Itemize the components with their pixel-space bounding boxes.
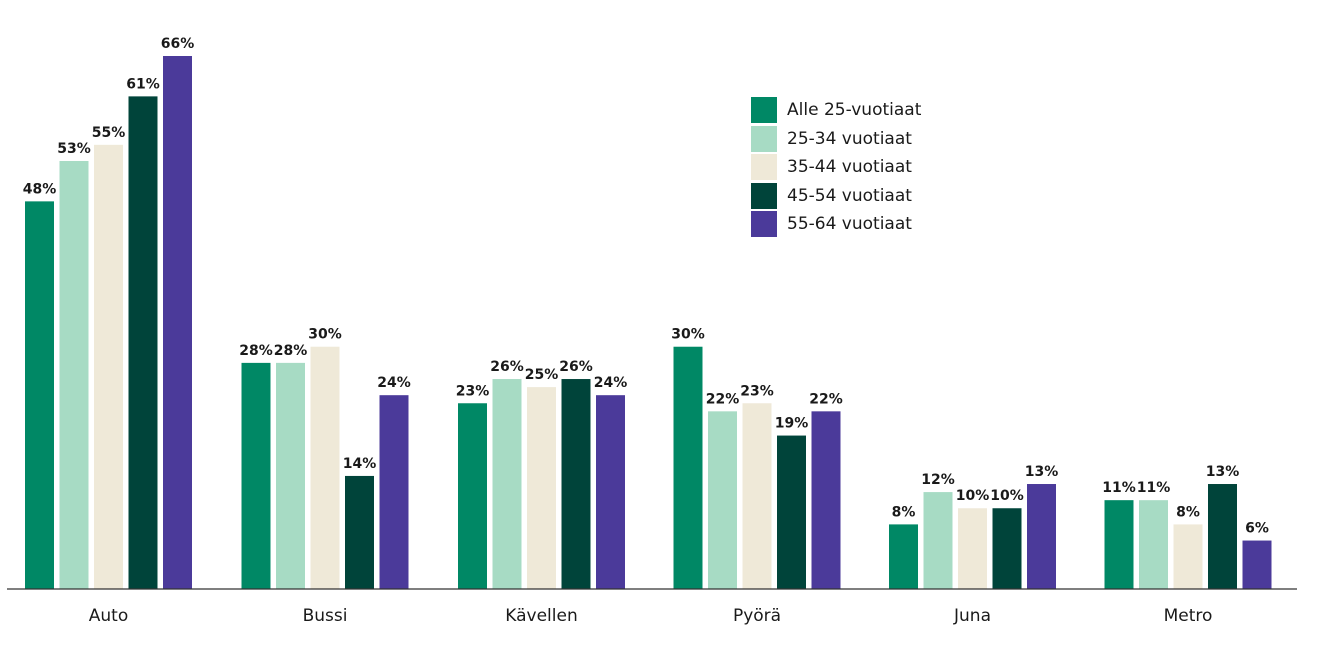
bar-value-label: 25% bbox=[525, 367, 559, 383]
bar-value-label: 66% bbox=[161, 36, 195, 52]
bar bbox=[811, 411, 841, 589]
legend-swatch bbox=[751, 154, 777, 181]
legend-label: 35-44 vuotiaat bbox=[787, 157, 912, 178]
bar-value-label: 28% bbox=[239, 343, 273, 359]
bar-value-label: 28% bbox=[274, 343, 308, 359]
legend-item: 45-54 vuotiaat bbox=[751, 182, 921, 211]
bar-value-label: 11% bbox=[1102, 480, 1136, 496]
bar bbox=[379, 395, 409, 589]
bar bbox=[527, 387, 556, 589]
bar bbox=[241, 362, 271, 589]
bar bbox=[128, 96, 158, 589]
bar bbox=[310, 346, 340, 589]
bar bbox=[276, 362, 305, 589]
bar-value-label: 53% bbox=[57, 141, 91, 157]
category-label: Juna bbox=[953, 606, 991, 626]
bar-value-label: 23% bbox=[740, 383, 774, 399]
bar-value-label: 8% bbox=[892, 504, 916, 520]
legend-item: Alle 25-vuotiaat bbox=[751, 96, 921, 125]
bars-layer bbox=[25, 56, 1272, 590]
legend-swatch bbox=[751, 125, 777, 152]
bar bbox=[889, 524, 918, 589]
bar-value-label: 22% bbox=[706, 391, 740, 407]
bar-value-label: 26% bbox=[490, 359, 524, 375]
bar-value-label: 24% bbox=[594, 375, 628, 391]
bar-value-label: 61% bbox=[126, 76, 160, 92]
bar bbox=[673, 346, 703, 589]
bar-value-label: 11% bbox=[1137, 480, 1171, 496]
legend-label: 45-54 vuotiaat bbox=[787, 185, 912, 206]
bar bbox=[1027, 484, 1056, 589]
bar-value-label: 19% bbox=[775, 416, 809, 432]
bar-value-label: 10% bbox=[956, 488, 990, 504]
bar bbox=[777, 435, 806, 589]
bar-value-label: 10% bbox=[990, 488, 1024, 504]
bar bbox=[25, 201, 54, 589]
bar bbox=[1173, 524, 1203, 589]
category-label: Bussi bbox=[303, 606, 348, 626]
bar bbox=[163, 56, 192, 589]
bar-value-label: 55% bbox=[92, 125, 126, 141]
bar-value-label: 22% bbox=[809, 391, 843, 407]
legend-item: 55-64 vuotiaat bbox=[751, 210, 921, 239]
bar bbox=[492, 379, 522, 589]
bar bbox=[94, 144, 123, 590]
bar-value-label: 6% bbox=[1245, 521, 1269, 537]
bar bbox=[561, 379, 591, 589]
bar bbox=[958, 508, 987, 589]
bar-value-label: 30% bbox=[308, 327, 342, 343]
legend-swatch bbox=[751, 211, 777, 238]
bar bbox=[1242, 540, 1272, 589]
bar bbox=[742, 403, 772, 589]
legend-item: 25-34 vuotiaat bbox=[751, 125, 921, 154]
bar-value-label: 13% bbox=[1206, 464, 1240, 480]
bar-value-label: 48% bbox=[23, 181, 57, 197]
bar bbox=[923, 492, 953, 589]
bar-value-label: 26% bbox=[559, 359, 593, 375]
bar-value-label: 12% bbox=[921, 472, 955, 488]
legend-swatch bbox=[751, 97, 777, 124]
bar-value-label: 14% bbox=[343, 456, 377, 472]
bar-value-label: 30% bbox=[671, 327, 705, 343]
legend-label: 25-34 vuotiaat bbox=[787, 128, 912, 149]
bar-value-label: 24% bbox=[377, 375, 411, 391]
legend-item: 35-44 vuotiaat bbox=[751, 153, 921, 182]
bar bbox=[708, 411, 737, 589]
category-label: Metro bbox=[1164, 606, 1213, 626]
category-label: Auto bbox=[89, 606, 128, 626]
legend-label: Alle 25-vuotiaat bbox=[787, 100, 922, 121]
bar-value-label: 13% bbox=[1025, 464, 1059, 480]
bar bbox=[1139, 500, 1168, 589]
bar bbox=[1208, 484, 1237, 589]
bar bbox=[1104, 500, 1134, 589]
bar bbox=[59, 160, 89, 589]
bar bbox=[992, 508, 1022, 589]
bar-value-label: 8% bbox=[1176, 504, 1200, 520]
legend: Alle 25-vuotiaat 25-34 vuotiaat 35-44 vu… bbox=[751, 96, 921, 239]
bar-value-label: 23% bbox=[456, 383, 490, 399]
legend-label: 55-64 vuotiaat bbox=[787, 214, 912, 235]
category-label: Kävellen bbox=[505, 606, 577, 626]
bar bbox=[458, 403, 487, 589]
bar bbox=[345, 475, 374, 589]
bar bbox=[596, 395, 625, 589]
category-label: Pyörä bbox=[733, 606, 781, 626]
value-labels-layer: 48%53%55%61%66%28% 28%30%14%24%23%26%25%2… bbox=[23, 36, 1269, 537]
legend-swatch bbox=[751, 182, 777, 209]
category-labels-layer: Auto Bussi Kävellen Pyörä Juna Metro bbox=[89, 606, 1213, 626]
